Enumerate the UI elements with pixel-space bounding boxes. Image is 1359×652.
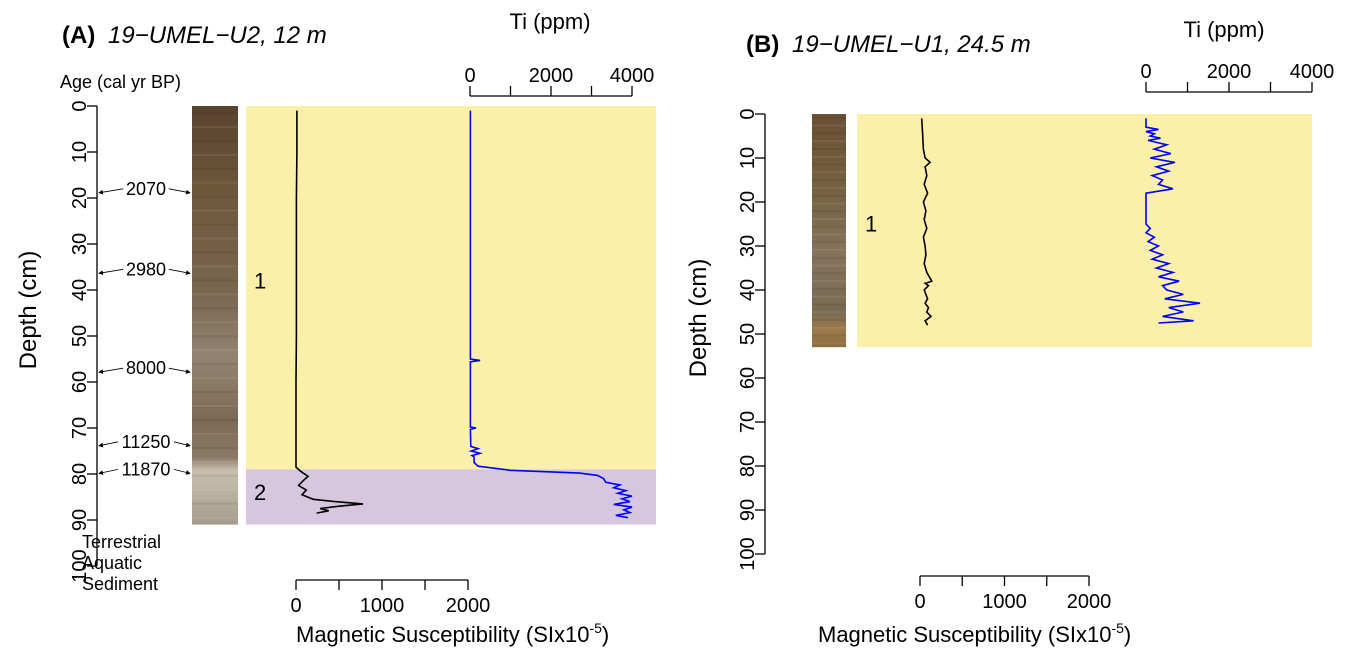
depth-tick-label: 30: [69, 233, 91, 255]
age-axis-label: Age (cal yr BP): [60, 72, 181, 92]
axis-tick-label: 2000: [529, 65, 574, 87]
axis-tick-label: 0: [914, 591, 925, 613]
panel-b-ti-label: Ti (ppm): [1183, 17, 1264, 42]
age-arrow-right: [168, 268, 191, 275]
depth-tick-label: 60: [69, 371, 91, 393]
age-label: 2070: [126, 179, 166, 199]
panel-a-depth-axis: 0 10 20 30 40 50 60 70 80 90 100: [69, 100, 98, 583]
axis-tick-label: 1000: [360, 595, 405, 617]
depth-tick-label: 60: [737, 367, 759, 389]
depth-tick-label: 20: [69, 187, 91, 209]
panel-b-prefix: (B): [746, 31, 779, 58]
panel-a-ms-axis: 0 1000 2000: [290, 579, 491, 617]
panel-a-title: 19−UMEL−U2, 12 m: [108, 22, 327, 49]
zone-label: 1: [865, 212, 877, 237]
axis-tick-label: 0: [464, 65, 475, 87]
panel-a: (A) 19−UMEL−U2, 12 m Age (cal yr BP) Dep…: [15, 9, 656, 647]
age-arrow-right: [173, 469, 191, 475]
axis-tick-label: 1000: [982, 591, 1027, 613]
panel-a-age-labels: 2070 2980 8000 11250 11870: [98, 179, 191, 479]
age-label: 2980: [126, 259, 166, 279]
age-arrow-right: [168, 367, 191, 374]
depth-tick-label: 90: [737, 499, 759, 521]
panel-b-title: 19−UMEL−U1, 24.5 m: [792, 31, 1031, 58]
depth-tick-label: 10: [69, 141, 91, 163]
depth-tick-label: 10: [737, 147, 759, 169]
panel-a-ti-axis: 0 2000 4000: [464, 65, 655, 97]
panel-b-ms-label: Magnetic Susceptibility (SIx10-5): [818, 620, 1131, 647]
axis-tick-label: 0: [1140, 61, 1151, 83]
zone-band: [246, 106, 656, 470]
panel-a-ms-label: Magnetic Susceptibility (SIx10-5): [296, 620, 609, 647]
panel-b-core-image: [812, 114, 846, 348]
depth-tick-label: 0: [69, 100, 91, 111]
depth-tick-label: 70: [737, 411, 759, 433]
depth-tick-label: 30: [737, 235, 759, 257]
age-arrow-left: [98, 469, 119, 475]
zone-band: [857, 114, 1312, 348]
svg-text:(A) 19−UMEL−U2, 12 m: (A) 19−UMEL−U2, 12 m: [62, 22, 327, 49]
panel-a-prefix: (A): [62, 22, 95, 49]
legend-item: Terrestrial: [82, 532, 161, 552]
panel-a-zones: 12: [246, 106, 656, 525]
panel-a-ms-series-line: [295, 110, 364, 514]
legend-item: Sediment: [82, 574, 158, 594]
panel-a-core-image: [192, 106, 238, 525]
legend-item: Aquatic: [82, 553, 142, 573]
axis-tick-label: 2000: [1067, 591, 1112, 613]
age-arrow-right: [173, 441, 191, 448]
depth-tick-label: 50: [737, 323, 759, 345]
age-label: 11250: [122, 432, 171, 452]
age-label: 11870: [122, 459, 171, 479]
age-arrow-left: [98, 188, 124, 195]
panel-b: (B) 19−UMEL−U1, 24.5 m Depth (cm) 010203…: [685, 17, 1334, 647]
depth-tick-label: 40: [737, 279, 759, 301]
svg-text:(B) 19−UMEL−U1, 24.5 m: (B) 19−UMEL−U1, 24.5 m: [746, 31, 1031, 58]
age-arrow-left: [98, 367, 124, 374]
depth-tick-label: 80: [69, 463, 91, 485]
zone-band: [246, 469, 656, 525]
depth-tick-label: 70: [69, 417, 91, 439]
depth-tick-label: 80: [737, 455, 759, 477]
depth-tick-label: 20: [737, 191, 759, 213]
depth-tick-label: 100: [69, 549, 91, 582]
panel-b-ylabel: Depth (cm): [685, 259, 712, 378]
depth-tick-label: 100: [737, 537, 759, 570]
panel-b-ti-series-line: [1144, 118, 1201, 324]
panel-b-zones: 1: [857, 114, 1312, 348]
depth-tick-label: 0: [737, 108, 759, 119]
panel-b-ms-axis: 0 1000 2000: [914, 575, 1112, 613]
axis-tick-label: 0: [290, 595, 301, 617]
age-arrow-left: [98, 441, 119, 448]
age-arrow-left: [98, 268, 124, 276]
core-photo: [192, 106, 238, 525]
age-arrow-right: [168, 188, 191, 195]
axis-tick-label: 2000: [446, 595, 491, 617]
panel-b-depth-axis: 0 10 20 30 40 50 60 70 80 90 100: [737, 108, 766, 571]
depth-tick-label: 40: [69, 279, 91, 301]
axis-tick-label: 4000: [610, 65, 655, 87]
panel-a-ylabel: Depth (cm): [15, 251, 42, 370]
panel-a-ti-label: Ti (ppm): [509, 9, 590, 34]
axis-tick-label: 4000: [1290, 61, 1335, 83]
axis-tick-label: 2000: [1207, 61, 1252, 83]
zone-label: 1: [254, 268, 266, 293]
core-photo: [812, 114, 846, 348]
panel-b-ms-series-line: [920, 118, 933, 326]
panel-b-ti-axis: 0 2000 4000: [1140, 61, 1335, 93]
age-label: 8000: [126, 358, 166, 378]
depth-tick-label: 50: [69, 325, 91, 347]
zone-label: 2: [254, 480, 266, 505]
depth-tick-label: 90: [69, 509, 91, 531]
panel-a-ti-series-line: [468, 110, 633, 519]
